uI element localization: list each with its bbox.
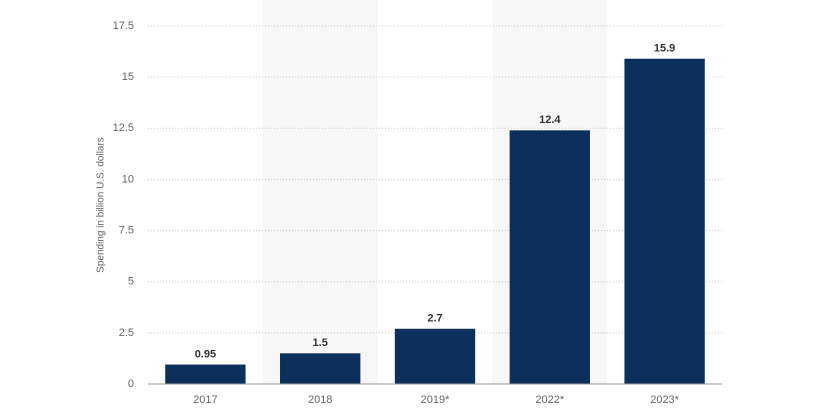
y-tick-label: 15	[122, 71, 134, 83]
y-tick-label: 5	[128, 276, 134, 288]
y-axis-label: Spending in billion U.S. dollars	[96, 137, 107, 273]
y-tick-label: 0	[128, 378, 134, 390]
y-tick-label: 17.5	[113, 20, 134, 32]
value-label: 15.9	[654, 43, 675, 55]
bar	[394, 328, 476, 384]
bar	[624, 58, 705, 384]
x-tick-label: 2022*	[535, 394, 564, 406]
bar	[509, 130, 590, 384]
value-label: 12.4	[539, 114, 561, 126]
band-shade	[262, 0, 378, 384]
y-tick-label: 2.5	[119, 327, 134, 339]
y-tick-label: 7.5	[119, 224, 134, 236]
y-tick-label: 10	[122, 173, 134, 185]
y-tick-label: 12.5	[113, 122, 134, 134]
value-label: 2.7	[427, 313, 442, 325]
value-label: 1.5	[313, 337, 328, 349]
bar	[165, 364, 246, 384]
x-tick-label: 2017	[193, 394, 217, 406]
x-tick-label: 2023*	[650, 394, 679, 406]
x-tick-label: 2018	[308, 394, 332, 406]
x-tick-label: 2019*	[421, 394, 450, 406]
bar	[280, 353, 361, 384]
value-label: 0.95	[195, 348, 216, 360]
